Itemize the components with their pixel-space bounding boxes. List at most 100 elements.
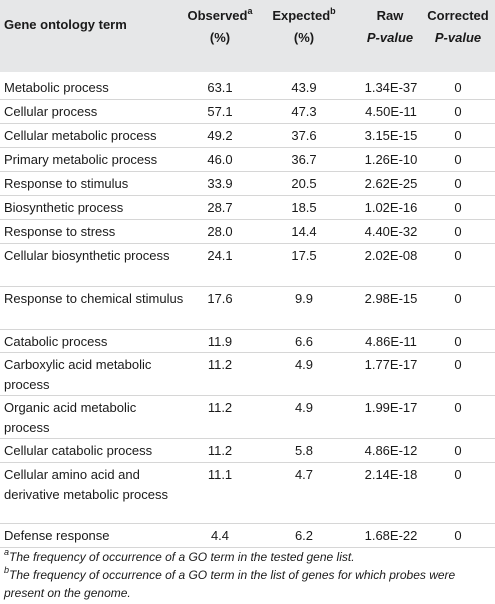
table-row: Cellular metabolic process 49.2 37.6 3.15E-…: [0, 124, 495, 148]
row-observed: 63.1: [207, 80, 233, 95]
row-observed: 11.1: [207, 467, 233, 482]
header-term: Gene ontology term: [4, 17, 127, 32]
row-corrected-pvalue: 0: [454, 80, 462, 95]
header-corrected-label: Corrected: [427, 8, 489, 23]
row-raw-pvalue: 4.86E-12: [364, 443, 418, 458]
table-header: Gene ontology term Observeda (%) Expecte…: [0, 0, 495, 72]
footnote-b: bThe frequency of occurrence of a GO ter…: [4, 566, 492, 602]
row-observed: 46.0: [207, 152, 233, 167]
table-row: Primary metabolic process 46.0 36.7 1.26E-1…: [0, 148, 495, 172]
row-raw-pvalue: 2.02E-08: [364, 248, 418, 263]
row-observed: 33.9: [207, 176, 233, 191]
row-observed: 28.0: [207, 224, 233, 239]
table-row: Metabolic process 63.1 43.9 1.34E-37 0: [0, 76, 495, 100]
row-raw-pvalue: 4.86E-11: [365, 334, 417, 349]
row-observed: 11.2: [207, 400, 233, 415]
row-observed: 24.1: [207, 248, 233, 263]
table-row: Organic acid metabolic process 11.2 4.9 1.9…: [0, 396, 495, 439]
table-row: Defense response 4.4 6.2 1.68E-22 0: [0, 524, 495, 548]
row-term: Catabolic process: [4, 334, 108, 349]
header-observed-unit: (%): [209, 30, 231, 45]
row-observed: 11.9: [207, 334, 233, 349]
row-observed: 49.2: [207, 128, 233, 143]
row-expected: 14.4: [291, 224, 317, 239]
row-term: Cellular metabolic process: [4, 128, 157, 143]
row-expected: 18.5: [291, 200, 317, 215]
table-row: Carboxylic acid metabolic process 11.2 4.9…: [0, 353, 495, 396]
row-corrected-pvalue: 0: [454, 104, 462, 119]
row-expected: 20.5: [291, 176, 317, 191]
row-corrected-pvalue: 0: [454, 400, 462, 415]
row-term: Metabolic process: [4, 80, 109, 95]
go-enrichment-table: Gene ontology term Observeda (%) Expecte…: [0, 0, 495, 548]
table-row: Cellular amino acid and derivative metab…: [0, 463, 495, 524]
header-corrected-pvalue: P-value: [434, 30, 482, 45]
row-observed: 11.2: [207, 357, 233, 372]
row-term: Biosynthetic process: [4, 200, 124, 215]
row-term: Cellular catabolic process: [4, 443, 153, 458]
row-expected: 6.2: [294, 528, 314, 543]
header-observed-label: Observed: [187, 8, 248, 23]
row-corrected-pvalue: 0: [454, 152, 462, 167]
header-corrected: Corrected P-value: [418, 5, 495, 49]
row-expected: 36.7: [291, 152, 317, 167]
row-raw-pvalue: 2.14E-18: [364, 467, 418, 482]
row-expected: 9.9: [294, 291, 314, 306]
row-expected: 4.7: [294, 467, 314, 482]
row-observed: 57.1: [207, 104, 233, 119]
table-row: Response to chemical stimulus 17.6 9.9 2.98…: [0, 287, 495, 330]
header-expected-unit: (%): [293, 30, 315, 45]
row-observed: 17.6: [207, 291, 233, 306]
row-term: Carboxylic acid metabolic process: [4, 357, 152, 392]
row-expected: 6.6: [294, 334, 314, 349]
row-term: Organic acid metabolic process: [4, 400, 137, 435]
header-expected-sup: b: [330, 5, 336, 16]
row-corrected-pvalue: 0: [454, 248, 462, 263]
row-observed: 11.2: [207, 443, 233, 458]
table-row: Response to stimulus 33.9 20.5 2.62E-25 0: [0, 172, 495, 196]
row-term: Defense response: [4, 528, 110, 543]
header-expected-label: Expected: [272, 8, 331, 23]
row-expected: 4.9: [294, 400, 314, 415]
row-raw-pvalue: 4.40E-32: [364, 224, 418, 239]
table-row: Response to stress 28.0 14.4 4.40E-32 0: [0, 220, 495, 244]
row-raw-pvalue: 2.62E-25: [364, 176, 418, 191]
footnote-b-mark: b: [4, 565, 10, 575]
table-row: Biosynthetic process 28.7 18.5 1.02E-16 0: [0, 196, 495, 220]
table-row: Catabolic process 11.9 6.6 4.86E-11 0: [0, 330, 495, 353]
row-corrected-pvalue: 0: [454, 200, 462, 215]
row-expected: 47.3: [291, 104, 317, 119]
row-raw-pvalue: 1.99E-17: [364, 400, 418, 415]
row-expected: 17.5: [291, 248, 317, 263]
row-term: Cellular process: [4, 104, 98, 119]
row-observed: 28.7: [207, 200, 233, 215]
row-corrected-pvalue: 0: [454, 128, 462, 143]
row-raw-pvalue: 1.26E-10: [364, 152, 418, 167]
row-raw-pvalue: 1.34E-37: [364, 80, 418, 95]
header-observed-sup: a: [247, 5, 253, 16]
row-expected: 37.6: [291, 128, 317, 143]
row-raw-pvalue: 1.77E-17: [364, 357, 418, 372]
row-corrected-pvalue: 0: [454, 291, 462, 306]
table-body: Metabolic process 63.1 43.9 1.34E-37 0 Cellul…: [0, 72, 495, 548]
row-raw-pvalue: 2.98E-15: [364, 291, 418, 306]
row-raw-pvalue: 3.15E-15: [364, 128, 418, 143]
table-row: Cellular process 57.1 47.3 4.50E-11 0: [0, 100, 495, 124]
row-corrected-pvalue: 0: [454, 334, 462, 349]
table-row: Cellular catabolic process 11.2 5.8 4.86E-1…: [0, 439, 495, 463]
row-raw-pvalue: 1.68E-22: [364, 528, 418, 543]
row-term: Cellular amino acid and derivative metab…: [4, 467, 169, 502]
footnote-b-text: The frequency of occurrence of a GO term…: [4, 568, 456, 600]
row-term: Response to chemical stimulus: [4, 291, 184, 306]
row-corrected-pvalue: 0: [454, 224, 462, 239]
header-raw-pvalue: P-value: [366, 30, 414, 45]
row-raw-pvalue: 1.02E-16: [364, 200, 418, 215]
row-term: Response to stimulus: [4, 176, 129, 191]
row-term: Primary metabolic process: [4, 152, 158, 167]
row-corrected-pvalue: 0: [454, 357, 462, 372]
row-corrected-pvalue: 0: [454, 443, 462, 458]
row-expected: 43.9: [291, 80, 317, 95]
footnote-a: aThe frequency of occurrence of a GO ter…: [4, 548, 492, 566]
footnote-a-mark: a: [4, 547, 10, 557]
header-expected: Expectedb (%): [263, 5, 345, 49]
